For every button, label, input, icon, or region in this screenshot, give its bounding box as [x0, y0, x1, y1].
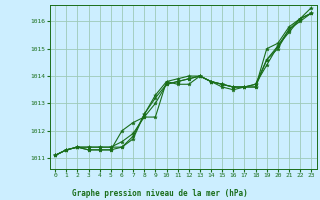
Text: Graphe pression niveau de la mer (hPa): Graphe pression niveau de la mer (hPa) [72, 189, 248, 198]
